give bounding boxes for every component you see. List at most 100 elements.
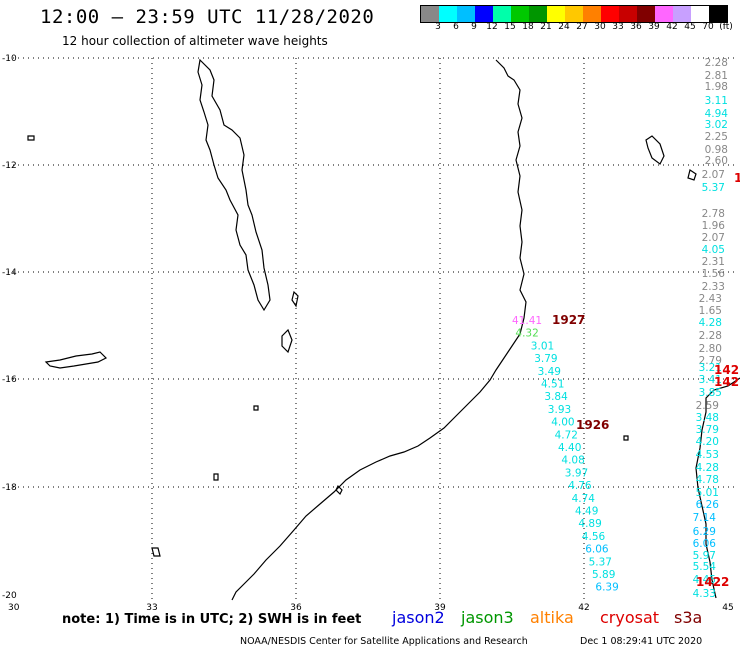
wave-height-value: 5.54 <box>693 561 717 573</box>
wave-height-value: 5.89 <box>592 569 615 581</box>
pass-number-label: 142 <box>714 363 739 377</box>
legend-tick-label: 21 <box>540 22 552 32</box>
wave-height-value: 4.08 <box>561 455 584 467</box>
legend-swatch <box>583 6 601 22</box>
wave-height-value: 2.60 <box>705 155 728 167</box>
graticule <box>8 57 735 600</box>
legend-swatch <box>655 6 673 22</box>
wave-height-value: 6.39 <box>595 582 618 594</box>
legend-tick-label: 15 <box>504 22 516 32</box>
wave-height-value: 4.00 <box>551 417 574 429</box>
wave-height-value: 5.37 <box>589 556 612 568</box>
map-subtitle: 12 hour collection of altimeter wave hei… <box>62 34 328 48</box>
latitude-label: -14 <box>2 268 17 278</box>
legend-swatch <box>475 6 493 22</box>
legend-swatch <box>439 6 457 22</box>
wave-height-value: 4.78 <box>696 474 719 486</box>
legend-tick-label: 3 <box>435 22 441 32</box>
wave-height-value: 2.07 <box>702 169 725 181</box>
wave-height-value: 4.51 <box>541 379 564 391</box>
wave-height-value: 4.53 <box>696 449 719 461</box>
wave-height-value: 2.07 <box>702 232 725 244</box>
credit-text: NOAA/NESDIS Center for Satellite Applica… <box>240 636 528 647</box>
wave-height-value: 2.28 <box>705 57 728 69</box>
legend-tick-label: 27 <box>576 22 588 32</box>
pass-number-label: 1 <box>734 171 740 185</box>
legend-tick-label: 70 <box>702 22 714 32</box>
legend-tick-label: 42 <box>666 22 678 32</box>
legend-tick-label: 30 <box>594 22 606 32</box>
small-islet-2 <box>253 405 259 411</box>
legend-swatch <box>493 6 511 22</box>
wave-height-value: 3.41 <box>699 374 722 386</box>
lake-island <box>281 328 293 354</box>
legend-swatch <box>421 6 439 22</box>
altimeter-tracks: 2.282.811.983.114.943.022.250.982.602.07… <box>512 57 740 600</box>
wave-height-value: 3.21 <box>699 362 722 374</box>
wave-height-value: 7.14 <box>693 512 717 524</box>
wave-height-value: 3.84 <box>544 391 568 403</box>
wave-height-value: 2.79 <box>699 355 722 367</box>
wave-height-value: 6.29 <box>693 526 716 538</box>
legend-tick-label: (ft) <box>719 22 733 32</box>
satellite-name-s3a: s3a <box>674 608 703 627</box>
wave-height-value: 2.81 <box>705 70 728 82</box>
wave-height-value: 3.79 <box>696 424 719 436</box>
comoros-island <box>645 135 665 165</box>
small-islet-6 <box>335 484 343 496</box>
legend-swatch <box>673 6 691 22</box>
wave-height-value: 5.97 <box>693 550 716 562</box>
legend-swatch <box>565 6 583 22</box>
wave-height-value: 4.28 <box>696 462 719 474</box>
longitude-label: 42 <box>578 603 589 613</box>
wave-height-value: 4.56 <box>582 531 606 543</box>
generated-timestamp: Dec 1 08:29:41 UTC 2020 <box>580 636 703 647</box>
wave-height-value: 3.49 <box>538 366 561 378</box>
wave-height-value: 3.93 <box>548 404 571 416</box>
pass-number-label: 1422 <box>696 575 729 589</box>
color-scale-labels: 3 6 9 12 15 18 21 24 27 30 33 36 39 42 45 70 (ft) <box>420 22 740 36</box>
wave-height-value: 3.11 <box>705 95 728 107</box>
axis-labels: 30 33 36 39 42 45 -10 -12 -14 -16 -18 -20 <box>2 54 734 613</box>
legend-tick-label: 36 <box>630 22 642 32</box>
wave-height-value: 3.02 <box>705 119 728 131</box>
wave-height-value: 5.01 <box>696 487 719 499</box>
wave-height-value: 2.33 <box>702 281 725 293</box>
wave-height-value: 6.06 <box>585 544 609 556</box>
wave-height-value: 2.59 <box>696 400 719 412</box>
wave-height-value: 1.65 <box>699 305 722 317</box>
legend-swatch <box>529 6 547 22</box>
wave-height-value: 3.85 <box>699 387 722 399</box>
satellite-name-jason3: jason3 <box>461 608 514 627</box>
longitude-label: 45 <box>722 603 733 613</box>
wave-height-value: 5.37 <box>702 182 725 194</box>
lake-island-2 <box>291 290 299 308</box>
wave-height-value: 2.43 <box>699 293 722 305</box>
legend-swatch <box>691 6 709 22</box>
wave-height-value: 4.72 <box>555 429 578 441</box>
latitude-label: -12 <box>2 161 17 171</box>
wave-height-value: 2.80 <box>699 343 722 355</box>
footer-note: note: 1) Time is in UTC; 2) SWH is in fe… <box>62 612 362 627</box>
wave-height-value: 4.89 <box>578 518 601 530</box>
wave-height-value: 4.28 <box>699 317 722 329</box>
legend-tick-label: 9 <box>471 22 477 32</box>
legend-tick-label: 12 <box>486 22 498 32</box>
legend-swatch <box>457 6 475 22</box>
legend-swatch <box>601 6 619 22</box>
wave-height-value: 3.01 <box>531 340 554 352</box>
coastline <box>27 58 740 601</box>
longitude-label: 36 <box>290 603 302 613</box>
color-scale-legend <box>420 5 728 23</box>
wave-height-value: 4.74 <box>572 493 596 505</box>
legend-swatch <box>619 6 637 22</box>
lake-malawi-outline <box>197 58 271 312</box>
mayotte-island <box>687 169 697 181</box>
wave-height-value: 4.05 <box>702 244 725 256</box>
wave-height-value: 3.97 <box>565 467 588 479</box>
legend-tick-label: 39 <box>648 22 660 32</box>
legend-swatch <box>709 6 727 22</box>
latitude-label: -10 <box>2 54 17 64</box>
legend-tick-label: 18 <box>522 22 534 32</box>
small-islet-5 <box>623 435 629 441</box>
